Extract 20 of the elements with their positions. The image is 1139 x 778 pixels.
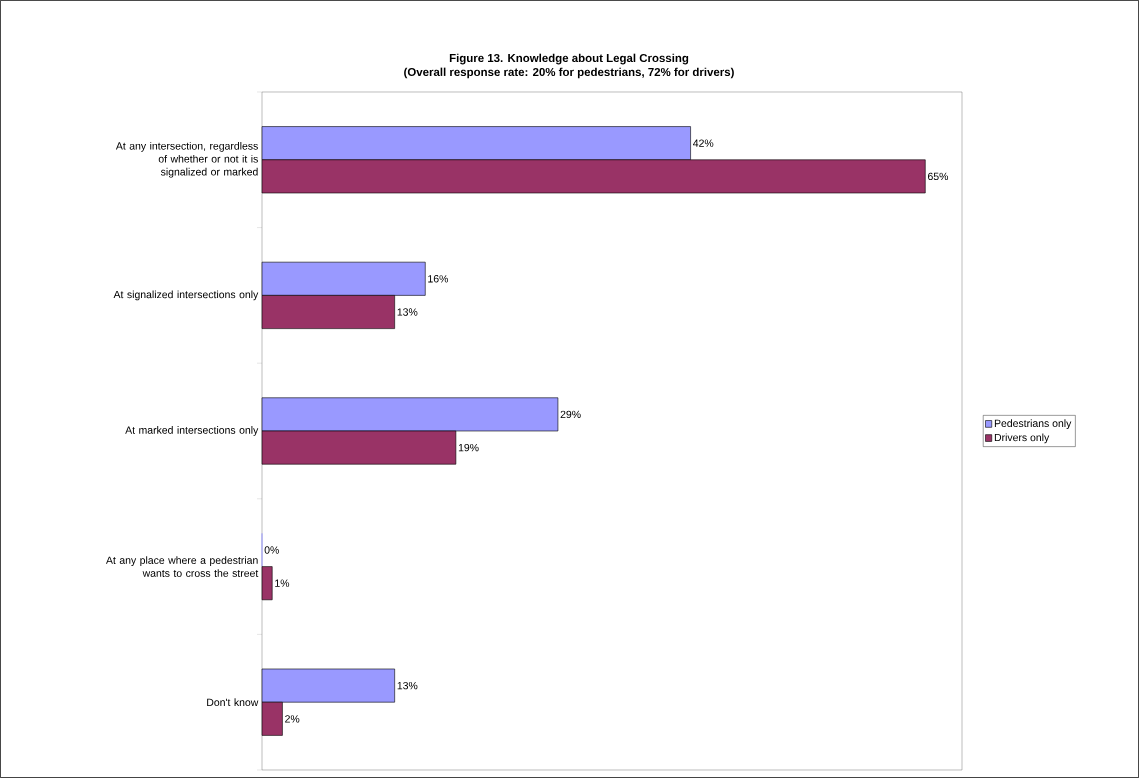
y-tick-label: At any place where a pedestrian wants to cross the street	[105, 556, 259, 577]
y-tick-label: At any intersection, regardless of whether or not it is signalized or marked	[115, 141, 258, 178]
y-tick-label: At signalized intersections only	[113, 290, 259, 301]
data-label: 16%	[428, 275, 449, 283]
data-label: 1%	[275, 579, 290, 587]
legend-label: Drivers only	[994, 433, 1050, 444]
data-label: 13%	[397, 681, 418, 690]
data-label: 2%	[285, 715, 300, 723]
y-tick-label: Don't know	[207, 698, 259, 707]
y-tick-label: At marked intersections only	[125, 426, 259, 436]
data-label: 42%	[693, 139, 714, 147]
data-label: 0%	[264, 546, 279, 554]
chart-title: Figure 13. Knowledge about Legal Crossing	[449, 53, 689, 65]
bar	[261, 566, 273, 601]
chart-subtitle: (Overall response rate: 20% for pedestrians, 72% for drivers)	[404, 67, 734, 79]
data-label: 29%	[560, 410, 581, 419]
data-label: 65%	[928, 172, 949, 181]
legend-label: Pedestrians only	[994, 419, 1072, 430]
data-label: 13%	[397, 308, 418, 316]
data-label: 19%	[458, 443, 479, 452]
